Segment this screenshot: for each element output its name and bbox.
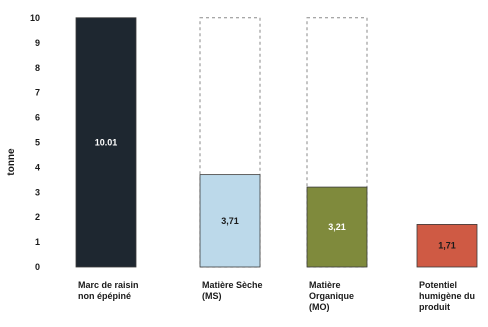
- x-axis-labels: Marc de raisin non épépiné Matière Sèche (M…: [78, 280, 475, 312]
- y-tick-label: 10: [30, 13, 40, 23]
- bar: [416, 224, 478, 268]
- x-category-label: Matière Organique (MO): [309, 280, 354, 312]
- bars: 10.01 3,71 3,21 1,71: [75, 17, 478, 268]
- y-tick-label: 0: [35, 262, 40, 272]
- y-tick-label: 9: [35, 38, 40, 48]
- x-category-label: Potentiel humigène du produit: [419, 280, 475, 312]
- bar: [199, 174, 261, 268]
- y-tick-label: 6: [35, 113, 40, 123]
- x-category-label: Marc de raisin non épépiné: [78, 280, 139, 301]
- y-axis-title: tonne: [6, 148, 17, 176]
- bar-value-label: 3,71: [221, 216, 239, 226]
- y-tick-label: 1: [35, 237, 40, 247]
- y-tick-label: 2: [35, 212, 40, 222]
- y-tick-label: 7: [35, 88, 40, 98]
- y-tick-label: 4: [35, 162, 40, 172]
- bar-value-label: 1,71: [438, 241, 456, 251]
- reference-outline: [199, 17, 261, 268]
- y-tick-label: 8: [35, 63, 40, 73]
- x-category-label: Matière Sèche (MS): [202, 280, 263, 301]
- reference-outline: [306, 17, 368, 268]
- y-tick-label: 3: [35, 187, 40, 197]
- y-tick-label: 5: [35, 138, 40, 148]
- bar: [75, 17, 137, 268]
- bar-value-label: 10.01: [95, 137, 118, 147]
- bar: [306, 186, 368, 268]
- y-axis: 0 1 2 3 4 5 6 7 8 9 10: [30, 13, 40, 272]
- bar-value-label: 3,21: [328, 222, 346, 232]
